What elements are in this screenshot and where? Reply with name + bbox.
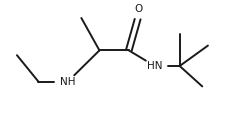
Text: O: O [134,4,142,14]
Text: NH: NH [60,77,75,87]
Text: HN: HN [146,61,162,71]
